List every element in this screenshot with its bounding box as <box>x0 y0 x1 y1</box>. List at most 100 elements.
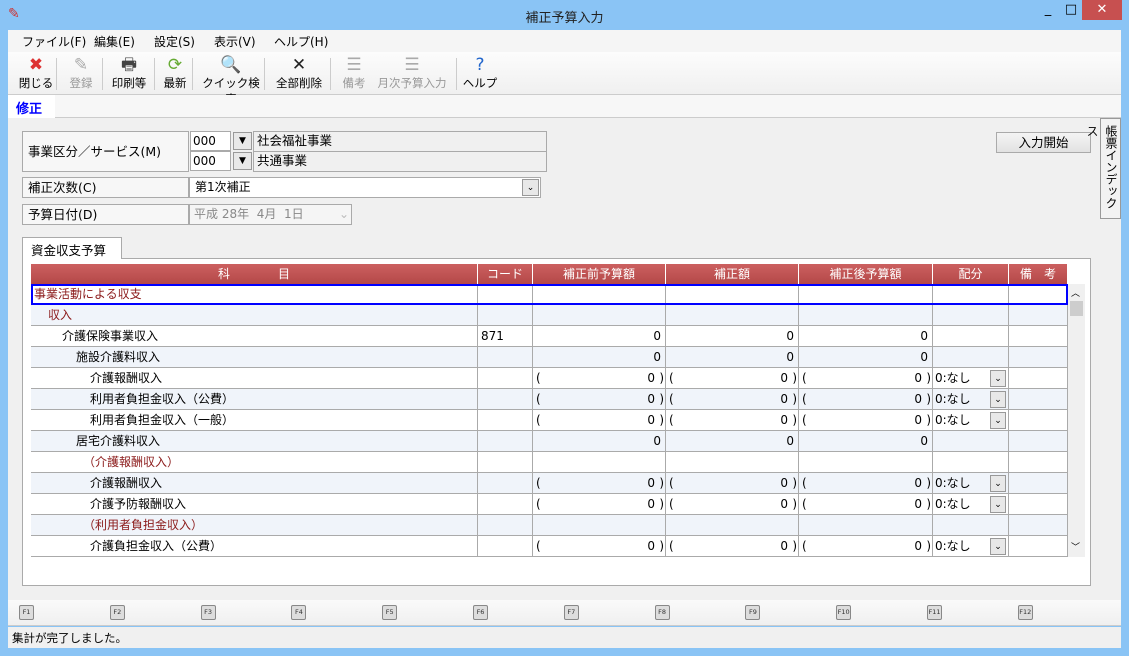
grid-cell[interactable] <box>478 494 533 515</box>
grid-cell[interactable] <box>1009 305 1068 326</box>
fkey-f4[interactable]: F4 <box>291 605 307 620</box>
grid-cell[interactable] <box>933 431 1009 452</box>
grid-cell[interactable]: 0 <box>533 431 666 452</box>
grid-cell[interactable]: () 0 <box>799 494 933 515</box>
grid-cell[interactable] <box>1009 452 1068 473</box>
service-lookup-button[interactable]: ▼ <box>233 152 252 170</box>
toolbar-delete-all-button[interactable]: ✕ 全部削除 <box>270 55 328 93</box>
grid-cell[interactable] <box>478 389 533 410</box>
grid-cell[interactable] <box>533 305 666 326</box>
column-header[interactable]: 補正前予算額 <box>533 264 666 284</box>
grid-cell[interactable]: 介護予防報酬収入 <box>31 494 478 515</box>
grid-cell[interactable]: 事業活動による収支 <box>31 284 478 305</box>
grid-cell[interactable] <box>1009 536 1068 557</box>
scroll-down-icon[interactable]: ﹀ <box>1071 543 1081 553</box>
grid-cell[interactable]: () 0 <box>666 410 799 431</box>
column-header[interactable]: 科 目 <box>31 264 478 284</box>
grid-cell[interactable]: 0 <box>666 431 799 452</box>
service-code-input[interactable]: 000 <box>190 151 231 171</box>
grid-cell[interactable]: () 0 <box>533 536 666 557</box>
maximize-button[interactable]: □ <box>1064 2 1078 17</box>
grid-cell[interactable]: () 0 <box>666 368 799 389</box>
division-lookup-button[interactable]: ▼ <box>233 132 252 150</box>
chevron-down-icon[interactable]: ⌄ <box>990 496 1006 513</box>
date-picker[interactable]: 平成 28年 4月 1日 ⌄ <box>189 204 352 225</box>
grid-cell[interactable]: 利用者負担金収入（公費） <box>31 389 478 410</box>
chevron-down-icon[interactable]: ⌄ <box>990 475 1006 492</box>
grid-cell[interactable]: () 0 <box>799 410 933 431</box>
grid-cell[interactable]: （介護報酬収入） <box>31 452 478 473</box>
fkey-f3[interactable]: F3 <box>200 605 216 620</box>
menu-1[interactable]: 編集(E) <box>94 35 135 49</box>
grid-cell[interactable]: () 0 <box>799 473 933 494</box>
grid-cell[interactable]: 0:なし ⌄ <box>933 389 1009 410</box>
grid-cell[interactable]: 871 <box>478 326 533 347</box>
grid-cell[interactable]: 介護報酬収入 <box>31 368 478 389</box>
toolbar-register-button[interactable]: ✎ 登録 <box>60 55 102 93</box>
grid-cell[interactable] <box>478 452 533 473</box>
scroll-up-icon[interactable]: ︿ <box>1071 289 1081 299</box>
grid-cell[interactable]: () 0 <box>799 389 933 410</box>
menu-2[interactable]: 設定(S) <box>154 35 195 49</box>
fkey-f9[interactable]: F9 <box>745 605 761 620</box>
fkey-f6[interactable]: F6 <box>473 605 488 620</box>
tab-fund-budget[interactable]: 資金収支予算 <box>22 237 122 259</box>
grid-cell[interactable] <box>478 473 533 494</box>
grid-cell[interactable] <box>1009 326 1068 347</box>
grid-cell[interactable] <box>933 347 1009 368</box>
grid-cell[interactable] <box>933 305 1009 326</box>
column-header[interactable]: 備 考 <box>1009 264 1068 284</box>
grid-cell[interactable]: 0 <box>666 347 799 368</box>
scroll-thumb[interactable] <box>1070 301 1083 316</box>
start-input-button[interactable]: 入力開始 <box>996 132 1091 153</box>
grid-cell[interactable] <box>933 515 1009 536</box>
grid-cell[interactable]: 0:なし ⌄ <box>933 494 1009 515</box>
revision-select[interactable]: 第1次補正 ⌄ <box>189 177 541 198</box>
grid-cell[interactable]: 介護報酬収入 <box>31 473 478 494</box>
toolbar-monthly-budget-button[interactable]: ☰ 月次予算入力 <box>372 55 452 93</box>
grid-cell[interactable] <box>933 452 1009 473</box>
grid-cell[interactable]: 介護保険事業収入 <box>31 326 478 347</box>
grid-cell[interactable] <box>478 347 533 368</box>
grid-cell[interactable]: 収入 <box>31 305 478 326</box>
grid-cell[interactable]: () 0 <box>666 389 799 410</box>
grid-cell[interactable] <box>1009 389 1068 410</box>
grid-cell[interactable]: () 0 <box>533 410 666 431</box>
minimize-button[interactable]: _ <box>1044 2 1052 17</box>
grid-cell[interactable]: () 0 <box>799 368 933 389</box>
toolbar-notes-button[interactable]: ☰ 備考 <box>336 55 372 93</box>
grid-cell[interactable]: () 0 <box>533 473 666 494</box>
grid-cell[interactable]: 0 <box>533 326 666 347</box>
column-header[interactable]: 補正後予算額 <box>799 264 933 284</box>
grid-cell[interactable] <box>666 305 799 326</box>
chevron-down-icon[interactable]: ⌄ <box>990 412 1006 429</box>
fkey-f10[interactable]: F10 <box>836 605 852 620</box>
vertical-scrollbar[interactable]: ︿ ﹀ <box>1068 284 1085 557</box>
grid-cell[interactable] <box>1009 347 1068 368</box>
column-header[interactable]: 補正額 <box>666 264 799 284</box>
grid-cell[interactable] <box>478 536 533 557</box>
grid-cell[interactable] <box>478 368 533 389</box>
grid-cell[interactable]: 居宅介護料収入 <box>31 431 478 452</box>
grid-cell[interactable] <box>666 452 799 473</box>
grid-cell[interactable] <box>799 515 933 536</box>
grid-cell[interactable]: () 0 <box>666 494 799 515</box>
fkey-f1[interactable]: F1 <box>19 605 34 620</box>
grid-cell[interactable]: 0 <box>799 347 933 368</box>
toolbar-help-button[interactable]: ? ヘルプ <box>460 55 500 93</box>
division-code-input[interactable]: 000 <box>190 131 231 151</box>
close-window-button[interactable]: ✕ <box>1082 0 1122 20</box>
grid-cell[interactable]: () 0 <box>666 473 799 494</box>
chevron-down-icon[interactable]: ⌄ <box>990 391 1006 408</box>
grid-cell[interactable] <box>799 452 933 473</box>
grid-cell[interactable]: 0 <box>799 431 933 452</box>
grid-cell[interactable]: 利用者負担金収入（一般） <box>31 410 478 431</box>
menu-3[interactable]: 表示(V) <box>214 35 256 49</box>
toolbar-printer-button[interactable]: 🖶 印刷等 <box>106 55 152 93</box>
column-header[interactable]: 配分 <box>933 264 1009 284</box>
grid-cell[interactable]: 0:なし ⌄ <box>933 536 1009 557</box>
grid-cell[interactable] <box>533 452 666 473</box>
menu-4[interactable]: ヘルプ(H) <box>274 35 329 49</box>
grid-cell[interactable]: 介護負担金収入（公費） <box>31 536 478 557</box>
grid-cell[interactable]: () 0 <box>533 368 666 389</box>
